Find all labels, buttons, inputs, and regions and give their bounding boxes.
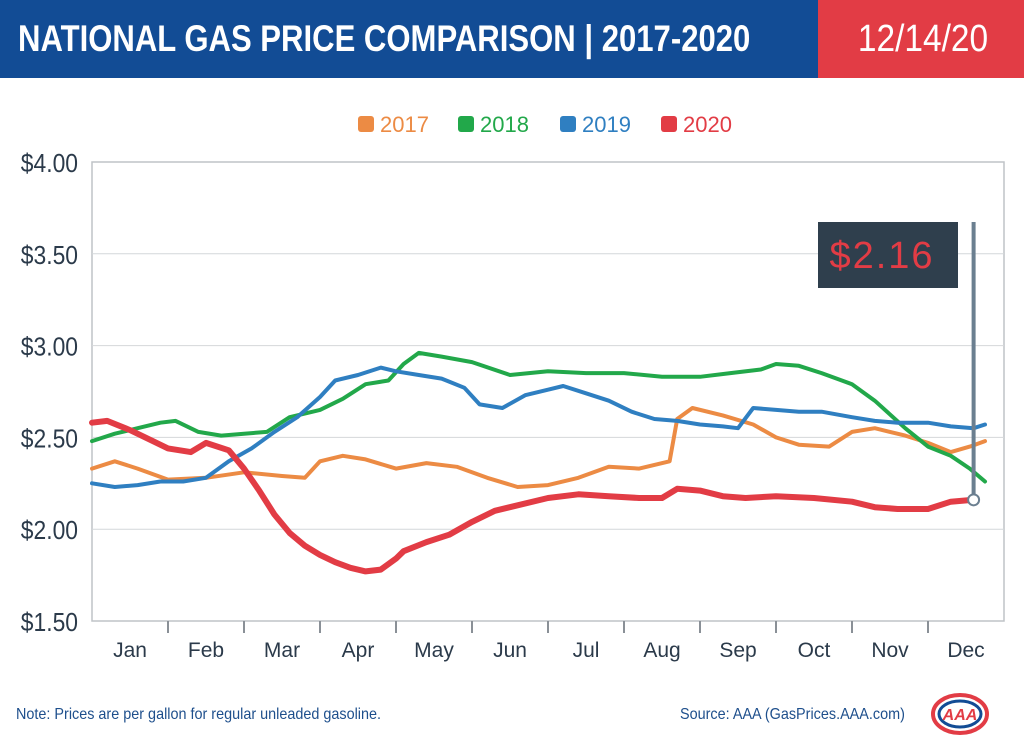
y-tick-label: $2.00 [21,517,78,546]
y-tick-label: $3.50 [21,242,78,271]
x-tick-label: Jun [493,639,527,662]
footnote: Note: Prices are per gallon for regular … [16,706,382,723]
x-tick-label: Sep [719,639,756,662]
callout-marker [967,493,981,507]
x-axis: Jan Feb Mar Apr May Jun Jul Aug Sep Oct Nov Dec [113,621,985,662]
x-tick-label: Aug [643,639,680,662]
legend-item-2019: 2019 [560,112,631,137]
x-tick-label: Jan [113,639,147,662]
x-tick-label: Mar [264,639,300,662]
legend-swatch [661,116,677,132]
legend-item-2017: 2017 [358,112,429,137]
series-line-2020 [89,417,977,575]
page-title: NATIONAL GAS PRICE COMPARISON | 2017-202… [18,18,751,59]
source-credit: Source: AAA (GasPrices.AAA.com) [680,706,905,723]
x-tick-label: May [414,639,454,662]
series-lines [89,350,987,575]
callout-box [818,222,958,288]
legend-label: 2020 [683,112,732,137]
y-axis: $4.00 $3.50 $3.00 $2.50 $2.00 $1.50 [21,150,78,638]
legend-item-2018: 2018 [458,112,529,137]
legend-item-2020: 2020 [661,112,732,137]
date-label: 12/14/20 [857,18,989,60]
y-tick-label: $4.00 [21,150,78,179]
legend-label: 2019 [582,112,631,137]
series-line-2019 [90,365,987,489]
legend-swatch [458,116,474,132]
x-tick-label: Dec [947,639,984,662]
price-callout: $2.16 [818,222,981,507]
callout-price: $2.16 [829,235,934,277]
y-tick-label: $2.50 [21,425,78,454]
date-badge [818,0,1024,78]
x-tick-label: Feb [188,639,224,662]
series-line-2017 [90,406,987,489]
logo-text: AAA [942,707,978,724]
legend: 2017 2018 2019 2020 [358,112,732,137]
y-tick-label: $1.50 [21,609,78,638]
aaa-logo: AAA [931,693,989,735]
legend-swatch [358,116,374,132]
x-tick-label: Oct [798,639,831,662]
legend-label: 2018 [480,112,529,137]
legend-label: 2017 [380,112,429,137]
x-tick-label: Jul [573,639,600,662]
series-line-2018 [90,350,987,484]
legend-swatch [560,116,576,132]
line-chart: 2017 2018 2019 2020 $4.00 $3.50 $3.00 $2.50 $2.… [21,112,1005,662]
y-tick-label: $3.00 [21,333,78,362]
x-tick-label: Nov [871,639,909,662]
x-tick-label: Apr [342,639,375,662]
